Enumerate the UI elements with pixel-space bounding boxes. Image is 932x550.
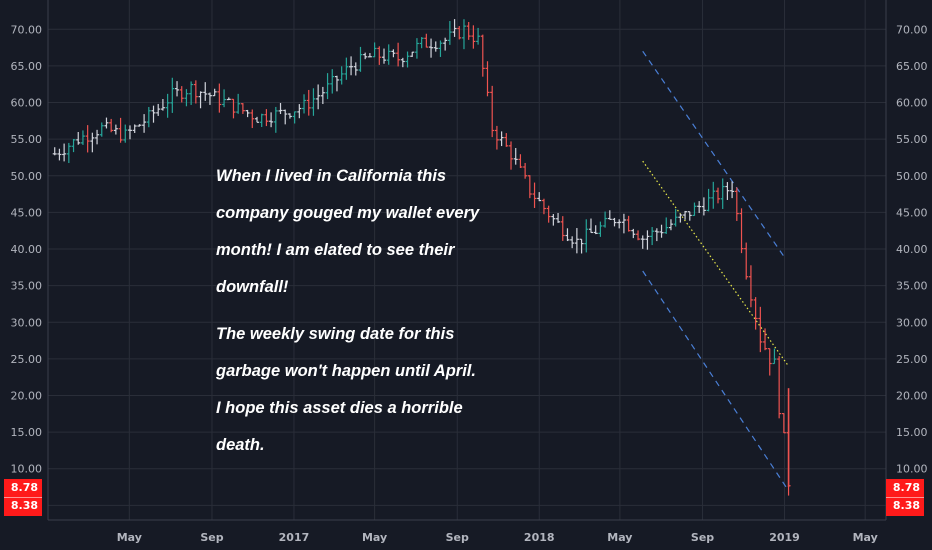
note-line: death.	[216, 436, 265, 454]
note-line: The weekly swing date for this	[216, 325, 455, 343]
note-line: month! I am elated to see their	[216, 241, 455, 259]
note-line: When I lived in California this	[216, 167, 447, 185]
x-tick-label: Sep	[691, 531, 714, 544]
x-tick-label: May	[607, 531, 632, 544]
y-tick-label: 10.00	[896, 463, 928, 476]
last-price-low: 8.38	[892, 499, 920, 512]
x-tick-label: May	[362, 531, 387, 544]
last-price-high: 8.78	[10, 481, 38, 494]
note-line: downfall!	[216, 278, 289, 296]
y-tick-label: 60.00	[11, 97, 43, 110]
last-price-low: 8.38	[10, 499, 38, 512]
x-axis: May Sep 2017 May Sep 2018 May Sep 2019 May	[117, 531, 878, 544]
channel-lower	[642, 270, 790, 492]
note-line: company gouged my wallet every	[216, 204, 480, 222]
y-tick-label: 70.00	[896, 23, 928, 36]
note-line: I hope this asset dies a horrible	[216, 399, 463, 417]
x-tick-label: 2017	[279, 531, 310, 544]
y-tick-label: 15.00	[11, 426, 43, 439]
y-tick-label: 45.00	[896, 206, 928, 219]
y-axis-left: 70.00 65.00 60.00 55.00 50.00 45.00 40.00 35.00…	[11, 23, 43, 512]
y-tick-label: 60.00	[896, 97, 928, 110]
chart-text-note: When I lived in California this company …	[216, 158, 516, 464]
chart-annotations	[642, 50, 790, 492]
y-tick-label: 55.00	[896, 133, 928, 146]
x-tick-label: May	[117, 531, 142, 544]
channel-upper	[642, 50, 785, 257]
y-tick-label: 35.00	[896, 280, 928, 293]
x-tick-label: Sep	[200, 531, 223, 544]
last-price-high: 8.78	[892, 481, 920, 494]
x-tick-label: Sep	[446, 531, 469, 544]
x-tick-label: 2018	[524, 531, 555, 544]
y-tick-label: 15.00	[896, 426, 928, 439]
y-tick-label: 20.00	[896, 389, 928, 402]
y-tick-label: 30.00	[896, 316, 928, 329]
last-price-badge-right: 8.78 8.38	[886, 479, 924, 516]
y-tick-label: 55.00	[11, 133, 43, 146]
y-tick-label: 65.00	[11, 60, 43, 73]
last-price-badge-left: 8.78 8.38	[4, 479, 42, 516]
chart-grid	[47, 0, 887, 521]
note-line: garbage won't happen until April.	[216, 362, 476, 380]
x-tick-label: May	[853, 531, 878, 544]
y-tick-label: 25.00	[896, 353, 928, 366]
y-tick-label: 50.00	[11, 170, 43, 183]
y-tick-label: 40.00	[896, 243, 928, 256]
price-bars	[52, 19, 791, 496]
y-tick-label: 70.00	[11, 23, 43, 36]
y-axis-right: 70.00 65.00 60.00 55.00 50.00 45.00 40.00 35.00…	[896, 23, 928, 512]
trend-line	[642, 160, 790, 367]
y-tick-label: 20.00	[11, 389, 43, 402]
x-tick-label: 2019	[769, 531, 800, 544]
y-tick-label: 30.00	[11, 316, 43, 329]
y-tick-label: 40.00	[11, 243, 43, 256]
y-tick-label: 45.00	[11, 206, 43, 219]
note-spacer	[216, 306, 516, 316]
y-tick-label: 35.00	[11, 280, 43, 293]
y-tick-label: 10.00	[11, 463, 43, 476]
y-tick-label: 65.00	[896, 60, 928, 73]
y-tick-label: 25.00	[11, 353, 43, 366]
y-tick-label: 50.00	[896, 170, 928, 183]
